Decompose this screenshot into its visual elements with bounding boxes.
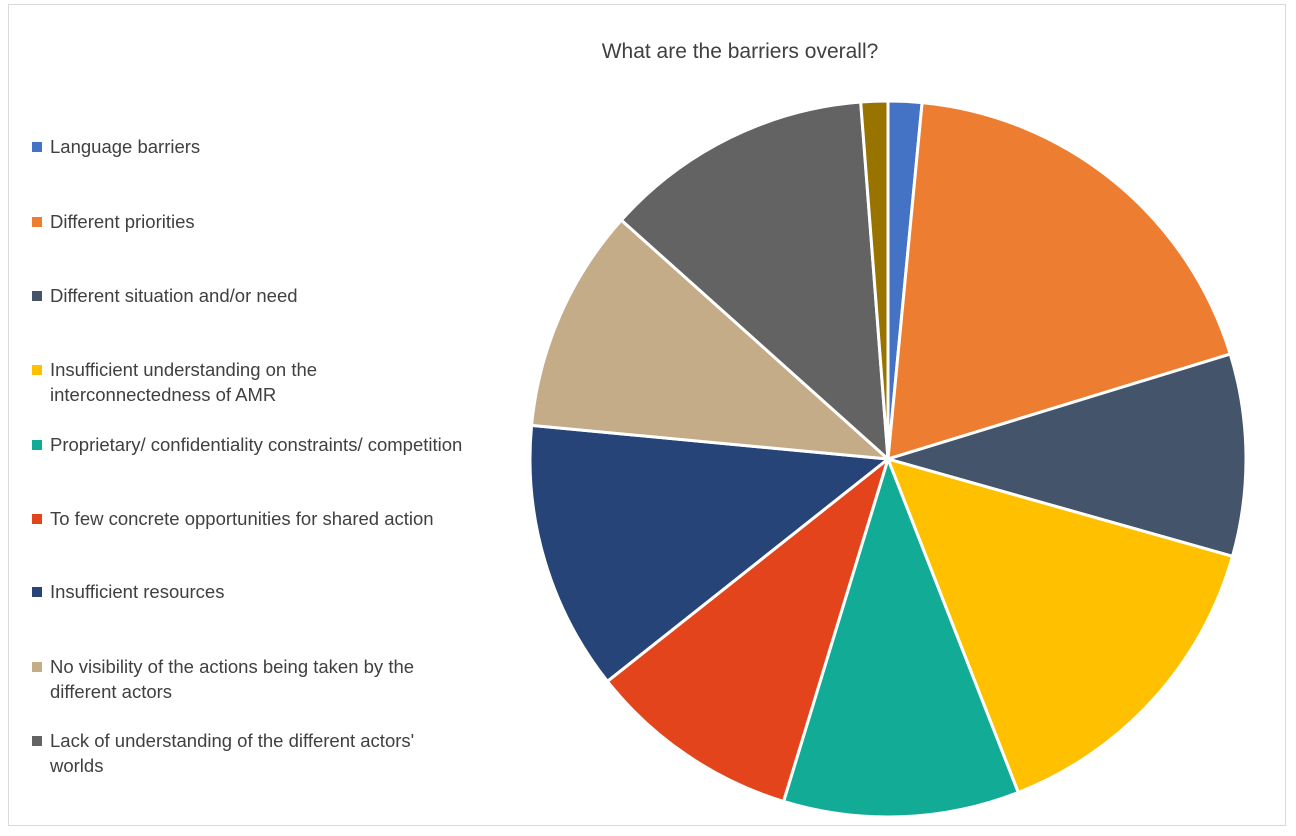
legend-label: Lack of understanding of the different a… [50,730,415,776]
legend-swatch [32,736,42,746]
legend-label: No visibility of the actions being taken… [50,656,415,702]
legend-item-different-situation: Different situation and/or need [30,283,470,308]
pie-slice-different-priorities [886,101,1232,461]
legend-item-no-visibility: No visibility of the actions being taken… [30,654,470,704]
pie-slice-insufficient-understanding-on-the-interc [886,457,1235,794]
legend-item-insufficient-resources: Insufficient resources [30,579,470,604]
legend-swatch [32,587,42,597]
pie-slice-insufficient-resources [528,423,890,683]
legend-item-language-barriers: Language barriers [30,134,470,159]
legend-item-proprietary-constraints: Proprietary/ confidentiality constraints… [30,432,470,457]
legend-swatch [32,514,42,524]
legend-swatch [32,365,42,375]
legend-label: Different priorities [50,211,195,232]
pie-slice-unlabeled-9 [859,99,890,461]
pie-slice-to-few-concrete-opportunities-for-shared [605,457,890,803]
legend-swatch [32,440,42,450]
legend-item-insufficient-understanding: Insufficient understanding on the interc… [30,357,470,407]
legend-item-lack-of-understanding: Lack of understanding of the different a… [30,728,470,778]
legend-label: Insufficient understanding on the interc… [50,359,318,405]
legend-label: Insufficient resources [50,581,225,602]
legend-label: Different situation and/or need [50,285,298,306]
pie-slice-different-situation-and-or-need [886,352,1248,558]
pie-slice-proprietary-confidentiality-constraints- [782,457,1020,819]
legend-label: Language barriers [50,136,201,157]
legend-item-few-opportunities: To few concrete opportunities for shared… [30,506,470,531]
legend-item-different-priorities: Different priorities [30,209,470,234]
chart-title: What are the barriers overall? [601,40,879,63]
pie-slice-no-visibility-of-the-actions-being-taken [530,218,890,461]
legend-swatch [32,291,42,301]
legend-swatch [32,662,42,672]
pie-slice-lack-of-understanding-of-the-different-a [619,100,890,461]
legend-label: To few concrete opportunities for shared… [50,508,434,529]
legend-swatch [32,142,42,152]
legend-swatch [32,217,42,227]
legend-label: Proprietary/ confidentiality constraints… [50,434,463,455]
